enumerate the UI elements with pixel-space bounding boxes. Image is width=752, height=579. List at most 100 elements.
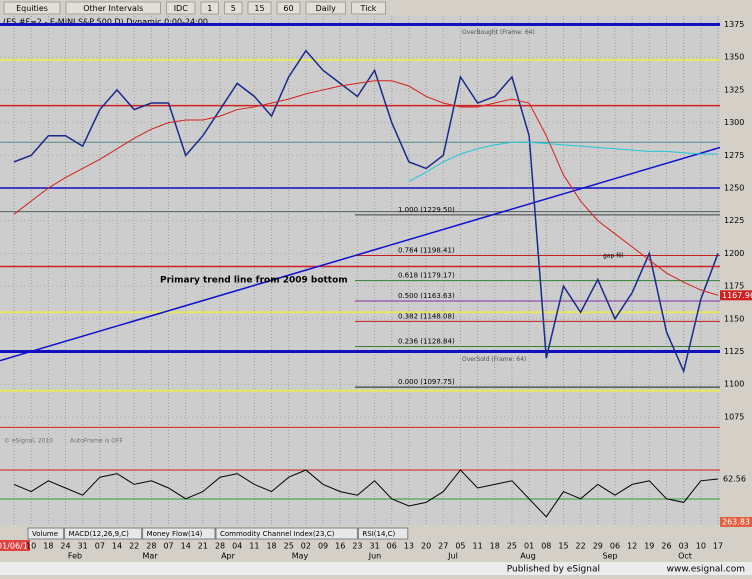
x-tick-label: 11 [473, 542, 483, 551]
oscillator-last: 62.56 [723, 474, 746, 483]
y-tick-label: 1200 [724, 249, 744, 258]
indicator-tab[interactable] [142, 527, 216, 540]
toolbar-button[interactable] [276, 1, 301, 15]
x-tick-label: 17 [713, 542, 723, 551]
fib-label: 0.382 (1148.08) [398, 312, 455, 320]
x-tick-label: 15 [558, 542, 568, 551]
month-label: Jul [447, 552, 458, 561]
level-label: OverBought (Frame: 64) [462, 29, 535, 36]
x-tick-label: 19 [644, 542, 654, 551]
x-tick-label: 25 [284, 542, 294, 551]
x-tick-label: 28 [146, 542, 156, 551]
osc-bottom-box [720, 517, 752, 527]
indicator-tab[interactable] [64, 527, 143, 540]
x-tick-label: 16 [335, 542, 345, 551]
x-tick-label: 14 [181, 542, 191, 551]
y-tick-label: 1075 [724, 412, 744, 421]
x-tick-label: 22 [129, 542, 139, 551]
toolbar-label: Tick [360, 4, 377, 13]
y-tick-label: 1225 [724, 216, 744, 225]
y-tick-label: 1125 [724, 347, 744, 356]
toolbar-label: 60 [283, 4, 293, 13]
toolbar-button[interactable] [65, 1, 161, 15]
toolbar-button[interactable] [247, 1, 272, 15]
date-box [0, 540, 30, 551]
y-tick-label: 1250 [724, 184, 744, 193]
month-label: Jun [368, 552, 382, 561]
footer-publisher: Published by eSignal [507, 565, 600, 575]
annotation: AutoFrame is OFF [70, 438, 123, 445]
x-tick-label: 31 [369, 542, 379, 551]
oscillator-line [13, 469, 719, 518]
price-panel [0, 16, 720, 447]
x-tick-label: 02 [301, 542, 311, 551]
toolbar-label: IDC [174, 4, 189, 13]
toolbar-button[interactable] [3, 1, 61, 15]
toolbar-button[interactable] [351, 1, 386, 15]
y-tick-label: 1300 [724, 118, 744, 127]
series-line [13, 49, 719, 374]
y-tick-label: 1175 [724, 282, 744, 291]
x-tick-label: 06 [387, 542, 397, 551]
x-tick-label: 14 [112, 542, 122, 551]
x-tick-label: 18 [490, 542, 500, 551]
footer-url: www.esignal.com [667, 565, 745, 575]
x-tick-label: 24 [60, 542, 70, 551]
toolbar-label: 15 [254, 4, 264, 13]
x-tick-label: 10 [696, 542, 706, 551]
x-tick-label: 18 [266, 542, 276, 551]
footer [0, 562, 752, 575]
x-tick-label: 18 [43, 542, 53, 551]
x-tick-label: 05 [455, 542, 465, 551]
y-tick-label: 1150 [724, 314, 744, 323]
month-label: Oct [678, 552, 692, 561]
x-tick-label: 07 [95, 542, 105, 551]
tab-label: MACD(12,26,9,C) [69, 530, 130, 538]
toolbar-button[interactable] [166, 1, 196, 15]
x-tick-label: 01/06/11 [0, 542, 33, 551]
chart-title: (ES #F=2 - E-MINI S&P 500,D) Dynamic 0:0… [3, 18, 208, 27]
month-label: May [292, 552, 309, 561]
tab-label: Volume [32, 530, 58, 538]
x-tick-label: 20 [421, 542, 431, 551]
toolbar-label: 5 [231, 4, 236, 13]
trend-line [0, 146, 721, 362]
y-tick-label: 1325 [724, 85, 744, 94]
annotation: gap fill [603, 253, 624, 260]
x-tick-label: 07 [163, 542, 173, 551]
oscillator-bottom-label: 263.83 [722, 518, 750, 527]
month-label: Aug [520, 552, 536, 561]
month-label: Mar [142, 552, 158, 561]
indicator-tab[interactable] [215, 527, 358, 540]
indicator-tab[interactable] [357, 527, 409, 540]
tab-label: RSI(14,C) [362, 530, 395, 538]
y-tick-label: 1375 [724, 20, 744, 29]
x-tick-label: 10 [26, 542, 36, 551]
fib-label: 0.000 (1097.75) [398, 378, 455, 386]
series-line [408, 141, 718, 182]
series-line [13, 80, 719, 296]
x-tick-label: 21 [198, 542, 208, 551]
x-tick-label: 11 [249, 542, 259, 551]
x-tick-label: 01 [524, 542, 534, 551]
fib-label: 0.500 (1163.63) [398, 292, 455, 300]
toolbar-button[interactable] [305, 1, 346, 15]
toolbar-button[interactable] [200, 1, 219, 15]
fib-label: 0.764 (1198.41) [398, 247, 455, 255]
y-tick-label: 1350 [724, 53, 744, 62]
price-marker-label: 1167.96 [722, 291, 752, 300]
x-tick-label: 26 [661, 542, 671, 551]
x-tick-label: 09 [318, 542, 328, 551]
x-tick-label: 13 [404, 542, 414, 551]
toolbar-label: 1 [207, 4, 212, 13]
toolbar-button[interactable] [224, 1, 243, 15]
fib-label: 0.236 (1128.84) [398, 337, 455, 345]
x-axis-area [0, 540, 720, 562]
y-tick-label: 1100 [724, 380, 744, 389]
x-tick-label: 12 [627, 542, 637, 551]
indicator-tab[interactable] [27, 527, 65, 540]
x-tick-label: 27 [438, 542, 448, 551]
month-label: Sep [602, 552, 617, 561]
x-tick-label: 08 [541, 542, 551, 551]
